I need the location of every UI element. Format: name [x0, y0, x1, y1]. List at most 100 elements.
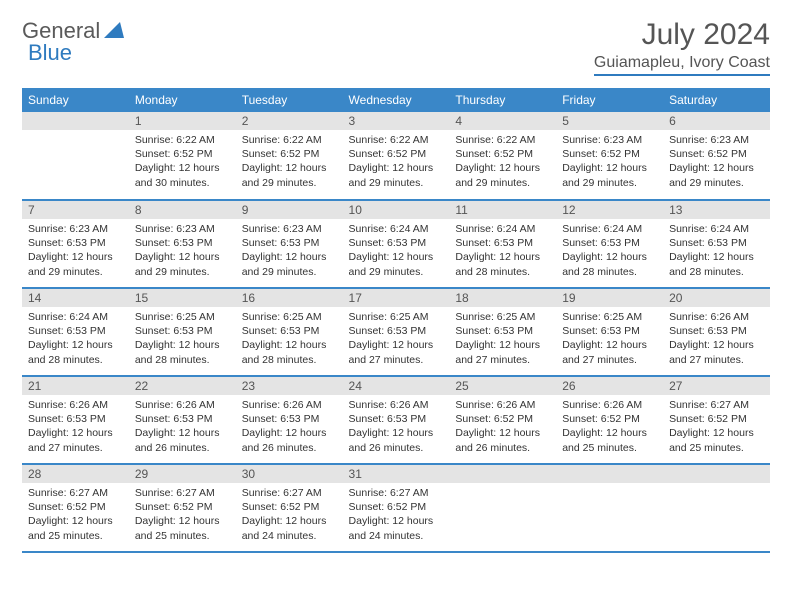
- day-text: Sunrise: 6:22 AMSunset: 6:52 PMDaylight:…: [343, 130, 450, 194]
- day-text: Sunrise: 6:24 AMSunset: 6:53 PMDaylight:…: [22, 307, 129, 371]
- calendar-cell: 24Sunrise: 6:26 AMSunset: 6:53 PMDayligh…: [343, 376, 450, 464]
- day-number: [556, 465, 663, 483]
- day-number: 18: [449, 289, 556, 307]
- month-title: July 2024: [594, 18, 770, 52]
- calendar-cell: 29Sunrise: 6:27 AMSunset: 6:52 PMDayligh…: [129, 464, 236, 552]
- day-text: Sunrise: 6:23 AMSunset: 6:53 PMDaylight:…: [236, 219, 343, 283]
- day-text: Sunrise: 6:24 AMSunset: 6:53 PMDaylight:…: [556, 219, 663, 283]
- weekday-header: Tuesday: [236, 88, 343, 112]
- calendar-row: 28Sunrise: 6:27 AMSunset: 6:52 PMDayligh…: [22, 464, 770, 552]
- day-number: 28: [22, 465, 129, 483]
- day-number: 13: [663, 201, 770, 219]
- day-number: 6: [663, 112, 770, 130]
- day-number: 14: [22, 289, 129, 307]
- day-text: Sunrise: 6:25 AMSunset: 6:53 PMDaylight:…: [129, 307, 236, 371]
- day-text: Sunrise: 6:25 AMSunset: 6:53 PMDaylight:…: [556, 307, 663, 371]
- day-number: 4: [449, 112, 556, 130]
- calendar-cell: 6Sunrise: 6:23 AMSunset: 6:52 PMDaylight…: [663, 112, 770, 200]
- calendar-row: 14Sunrise: 6:24 AMSunset: 6:53 PMDayligh…: [22, 288, 770, 376]
- day-text: Sunrise: 6:24 AMSunset: 6:53 PMDaylight:…: [449, 219, 556, 283]
- day-text: Sunrise: 6:26 AMSunset: 6:53 PMDaylight:…: [236, 395, 343, 459]
- calendar-cell: 20Sunrise: 6:26 AMSunset: 6:53 PMDayligh…: [663, 288, 770, 376]
- calendar-cell: [556, 464, 663, 552]
- calendar-cell: 17Sunrise: 6:25 AMSunset: 6:53 PMDayligh…: [343, 288, 450, 376]
- day-text: Sunrise: 6:25 AMSunset: 6:53 PMDaylight:…: [449, 307, 556, 371]
- day-number: 2: [236, 112, 343, 130]
- day-number: 7: [22, 201, 129, 219]
- calendar-body: 1Sunrise: 6:22 AMSunset: 6:52 PMDaylight…: [22, 112, 770, 552]
- weekday-header: Thursday: [449, 88, 556, 112]
- day-number: 24: [343, 377, 450, 395]
- calendar-cell: 12Sunrise: 6:24 AMSunset: 6:53 PMDayligh…: [556, 200, 663, 288]
- calendar-cell: [22, 112, 129, 200]
- day-number: 19: [556, 289, 663, 307]
- day-text: Sunrise: 6:27 AMSunset: 6:52 PMDaylight:…: [236, 483, 343, 547]
- calendar-cell: 3Sunrise: 6:22 AMSunset: 6:52 PMDaylight…: [343, 112, 450, 200]
- calendar-cell: 13Sunrise: 6:24 AMSunset: 6:53 PMDayligh…: [663, 200, 770, 288]
- calendar-head: SundayMondayTuesdayWednesdayThursdayFrid…: [22, 88, 770, 112]
- day-number: 27: [663, 377, 770, 395]
- calendar-cell: 19Sunrise: 6:25 AMSunset: 6:53 PMDayligh…: [556, 288, 663, 376]
- day-number: 31: [343, 465, 450, 483]
- calendar-cell: 8Sunrise: 6:23 AMSunset: 6:53 PMDaylight…: [129, 200, 236, 288]
- logo-triangle-icon: [104, 20, 124, 43]
- calendar-row: 1Sunrise: 6:22 AMSunset: 6:52 PMDaylight…: [22, 112, 770, 200]
- day-number: 9: [236, 201, 343, 219]
- calendar-cell: 10Sunrise: 6:24 AMSunset: 6:53 PMDayligh…: [343, 200, 450, 288]
- day-number: 5: [556, 112, 663, 130]
- day-number: [22, 112, 129, 130]
- day-number: 21: [22, 377, 129, 395]
- header: General July 2024 Guiamapleu, Ivory Coas…: [22, 18, 770, 76]
- day-number: 3: [343, 112, 450, 130]
- day-text: Sunrise: 6:26 AMSunset: 6:52 PMDaylight:…: [556, 395, 663, 459]
- day-text: Sunrise: 6:27 AMSunset: 6:52 PMDaylight:…: [22, 483, 129, 547]
- day-text: Sunrise: 6:25 AMSunset: 6:53 PMDaylight:…: [343, 307, 450, 371]
- day-number: 15: [129, 289, 236, 307]
- day-text: Sunrise: 6:23 AMSunset: 6:53 PMDaylight:…: [129, 219, 236, 283]
- day-number: 20: [663, 289, 770, 307]
- weekday-header: Wednesday: [343, 88, 450, 112]
- day-number: 22: [129, 377, 236, 395]
- day-number: [449, 465, 556, 483]
- weekday-header: Friday: [556, 88, 663, 112]
- day-number: 12: [556, 201, 663, 219]
- day-number: 25: [449, 377, 556, 395]
- calendar-cell: 28Sunrise: 6:27 AMSunset: 6:52 PMDayligh…: [22, 464, 129, 552]
- calendar-table: SundayMondayTuesdayWednesdayThursdayFrid…: [22, 88, 770, 553]
- day-text: Sunrise: 6:27 AMSunset: 6:52 PMDaylight:…: [343, 483, 450, 547]
- day-number: 17: [343, 289, 450, 307]
- day-text: Sunrise: 6:22 AMSunset: 6:52 PMDaylight:…: [129, 130, 236, 194]
- weekday-header: Monday: [129, 88, 236, 112]
- calendar-cell: 11Sunrise: 6:24 AMSunset: 6:53 PMDayligh…: [449, 200, 556, 288]
- calendar-cell: 31Sunrise: 6:27 AMSunset: 6:52 PMDayligh…: [343, 464, 450, 552]
- calendar-row: 21Sunrise: 6:26 AMSunset: 6:53 PMDayligh…: [22, 376, 770, 464]
- weekday-header: Saturday: [663, 88, 770, 112]
- day-number: 11: [449, 201, 556, 219]
- calendar-cell: 16Sunrise: 6:25 AMSunset: 6:53 PMDayligh…: [236, 288, 343, 376]
- calendar-cell: 22Sunrise: 6:26 AMSunset: 6:53 PMDayligh…: [129, 376, 236, 464]
- day-number: 16: [236, 289, 343, 307]
- calendar-cell: 27Sunrise: 6:27 AMSunset: 6:52 PMDayligh…: [663, 376, 770, 464]
- day-number: 8: [129, 201, 236, 219]
- location: Guiamapleu, Ivory Coast: [594, 54, 770, 76]
- day-number: [663, 465, 770, 483]
- day-text: Sunrise: 6:24 AMSunset: 6:53 PMDaylight:…: [343, 219, 450, 283]
- day-number: 29: [129, 465, 236, 483]
- calendar-cell: 4Sunrise: 6:22 AMSunset: 6:52 PMDaylight…: [449, 112, 556, 200]
- day-text: Sunrise: 6:22 AMSunset: 6:52 PMDaylight:…: [449, 130, 556, 194]
- calendar-cell: 9Sunrise: 6:23 AMSunset: 6:53 PMDaylight…: [236, 200, 343, 288]
- calendar-cell: 18Sunrise: 6:25 AMSunset: 6:53 PMDayligh…: [449, 288, 556, 376]
- calendar-cell: 5Sunrise: 6:23 AMSunset: 6:52 PMDaylight…: [556, 112, 663, 200]
- calendar-cell: [449, 464, 556, 552]
- day-text: Sunrise: 6:23 AMSunset: 6:53 PMDaylight:…: [22, 219, 129, 283]
- calendar-cell: 2Sunrise: 6:22 AMSunset: 6:52 PMDaylight…: [236, 112, 343, 200]
- day-text: Sunrise: 6:26 AMSunset: 6:52 PMDaylight:…: [449, 395, 556, 459]
- day-number: 26: [556, 377, 663, 395]
- calendar-cell: 21Sunrise: 6:26 AMSunset: 6:53 PMDayligh…: [22, 376, 129, 464]
- calendar-cell: 15Sunrise: 6:25 AMSunset: 6:53 PMDayligh…: [129, 288, 236, 376]
- day-text: Sunrise: 6:26 AMSunset: 6:53 PMDaylight:…: [22, 395, 129, 459]
- day-text: Sunrise: 6:25 AMSunset: 6:53 PMDaylight:…: [236, 307, 343, 371]
- calendar-cell: 25Sunrise: 6:26 AMSunset: 6:52 PMDayligh…: [449, 376, 556, 464]
- logo-blue-row: Blue: [28, 40, 72, 66]
- title-block: July 2024 Guiamapleu, Ivory Coast: [594, 18, 770, 76]
